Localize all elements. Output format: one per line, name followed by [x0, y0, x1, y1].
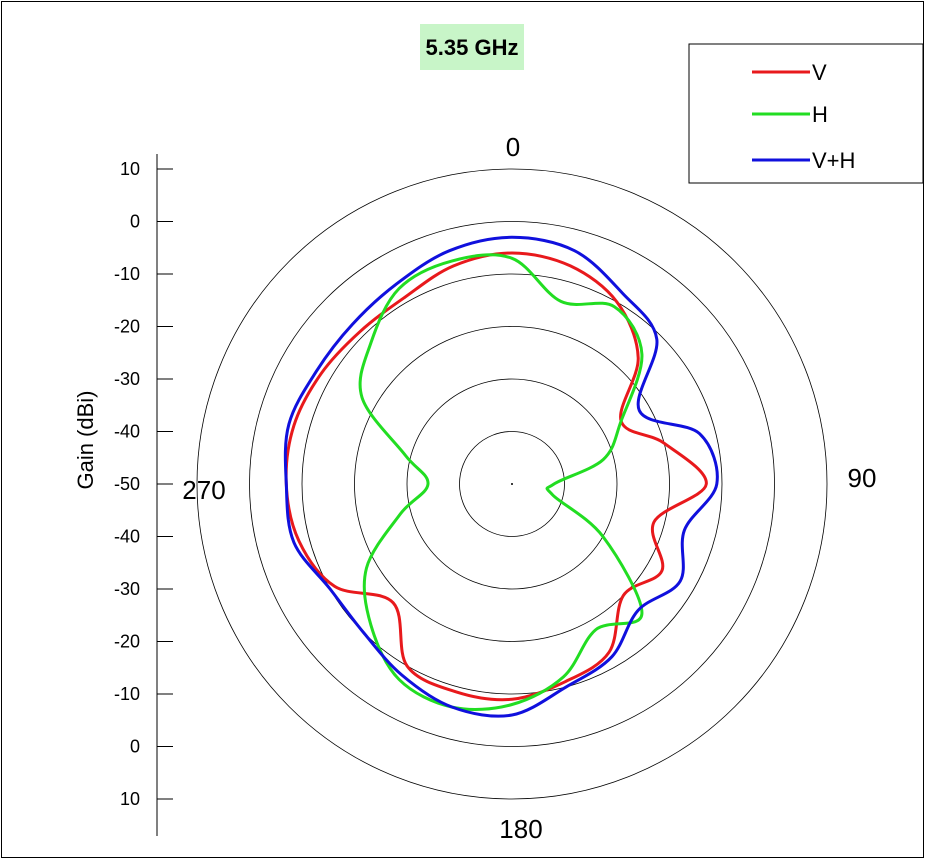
y-tick-label: -20: [114, 632, 140, 652]
y-tick-label: -40: [114, 527, 140, 547]
y-tick-label: -50: [114, 474, 140, 494]
y-tick-label: -30: [114, 369, 140, 389]
legend-label-v: V: [812, 60, 827, 85]
y-axis: 10 0 -10 -20 -30 -40 -50 -40 -30 -20 -10 0 10 Gain (…: [73, 154, 173, 836]
y-tick-label: -20: [114, 317, 140, 337]
ring-minus40: [459, 431, 565, 537]
series-line-v-plus-h: [283, 235, 719, 718]
y-axis-label: Gain (dBi): [73, 390, 98, 489]
legend-label-h: H: [812, 102, 828, 127]
ring-minus10: [301, 273, 723, 695]
y-ticks: 10 0 -10 -20 -30 -40 -50 -40 -30 -20 -10 0 10: [114, 159, 173, 809]
y-tick-label: -30: [114, 579, 140, 599]
y-tick-label: -10: [114, 684, 140, 704]
angle-label-0: 0: [506, 132, 520, 162]
y-tick-label: 0: [130, 212, 140, 232]
ring-minus30: [406, 378, 618, 590]
title-group: 5.35 GHz: [420, 24, 524, 70]
angle-labels: 0 90 180 270: [182, 132, 876, 844]
rings-group: [196, 168, 828, 800]
legend: V H V+H: [688, 43, 924, 184]
y-tick-label: -10: [114, 264, 140, 284]
legend-label-vh: V+H: [812, 148, 855, 173]
angle-label-90: 90: [848, 463, 877, 493]
title-background: [420, 24, 524, 70]
y-tick-label: -40: [114, 422, 140, 442]
y-tick-label: 10: [120, 789, 140, 809]
y-tick-label: 0: [130, 737, 140, 757]
angle-label-180: 180: [499, 814, 542, 844]
y-tick-label: 10: [120, 159, 140, 179]
series-line-h: [358, 253, 644, 711]
center-dot: [511, 483, 513, 485]
series-group: [283, 235, 719, 718]
chart-title: 5.35 GHz: [426, 35, 519, 60]
ring-10: [196, 168, 828, 800]
ring-0: [249, 221, 775, 747]
ring-minus20: [354, 326, 670, 642]
angle-label-270: 270: [182, 475, 225, 505]
